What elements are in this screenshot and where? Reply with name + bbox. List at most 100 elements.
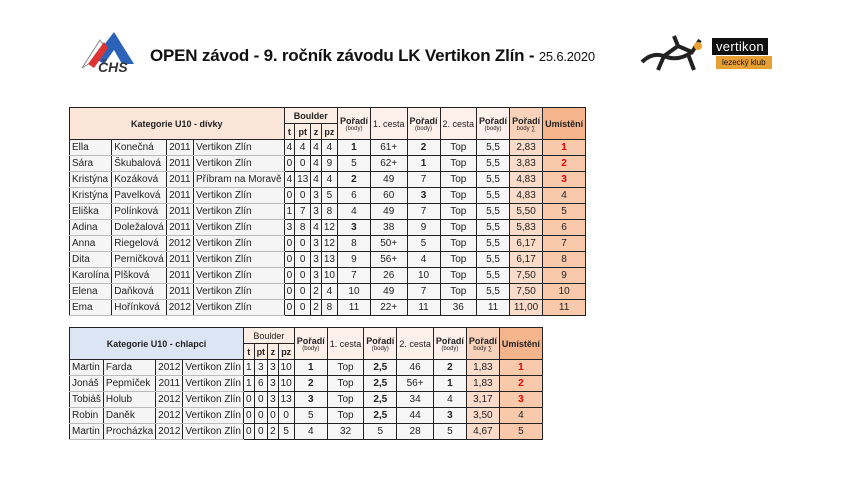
total-points-cell: 3,17 bbox=[465, 391, 500, 408]
boulder-rank-cell: 7 bbox=[336, 267, 371, 284]
route2-rank-cell: 5,5 bbox=[476, 155, 511, 172]
results-table-boys: Kategorie U10 - chlapci Boulder Pořadí (bod… bbox=[69, 327, 543, 440]
route2-result-cell: 36 bbox=[439, 299, 478, 316]
boulder-z-cell: 4 bbox=[310, 139, 322, 156]
boulder-t-cell: 0 bbox=[283, 299, 296, 316]
boulder-t-cell: 0 bbox=[243, 407, 255, 424]
boulder-rank-cell: 5 bbox=[293, 407, 328, 424]
boulder-z-cell: 4 bbox=[310, 171, 322, 188]
vertikon-logo-text: vertikon bbox=[712, 38, 768, 55]
placement-cell: 3 bbox=[498, 391, 543, 408]
last-name-cell: Perničková bbox=[111, 251, 167, 268]
cesta1-header: 1. cesta bbox=[369, 107, 408, 140]
boulder-t-cell: 4 bbox=[283, 139, 296, 156]
route1-result-cell: Top bbox=[326, 391, 365, 408]
route1-rank-cell: 3 bbox=[406, 187, 441, 204]
club-cell: Vertikon Zlín bbox=[192, 203, 285, 220]
boulder-pz-cell: 5 bbox=[320, 187, 338, 204]
boulder-t-cell: 0 bbox=[283, 235, 296, 252]
placement-cell: 11 bbox=[542, 299, 587, 316]
table-row: Martin Procházka 2012 Vertikon Zlín 0 0 2 5 4 32 5… bbox=[69, 423, 543, 440]
boulder-t-header: t bbox=[283, 123, 296, 140]
last-name-cell: Pavelková bbox=[111, 187, 167, 204]
boulder-z-cell: 3 bbox=[310, 187, 322, 204]
boulder-z-header: z bbox=[267, 343, 279, 360]
table-row: Jonáš Pepmíček 2011 Vertikon Zlín 1 6 3 10 2 Top 2… bbox=[69, 375, 543, 392]
placement-cell: 4 bbox=[498, 407, 543, 424]
route2-rank-cell: 5,5 bbox=[476, 187, 511, 204]
placement-cell: 2 bbox=[542, 155, 587, 172]
boulder-z-cell: 3 bbox=[267, 375, 279, 392]
boulder-pz-cell: 8 bbox=[320, 203, 338, 220]
boulder-t-cell: 1 bbox=[243, 359, 255, 376]
first-name-cell: Martin bbox=[69, 423, 104, 440]
table-row: Elena Daňková 2011 Vertikon Zlín 0 0 2 4 10 49 7 To… bbox=[68, 283, 587, 300]
total-points-cell: 3,50 bbox=[465, 407, 500, 424]
boulder-pz-header: pz bbox=[277, 343, 295, 360]
last-name-cell: Hořínková bbox=[111, 299, 167, 316]
boulder-pz-cell: 13 bbox=[277, 391, 295, 408]
placement-cell: 4 bbox=[542, 187, 587, 204]
boulder-pt-cell: 0 bbox=[294, 251, 312, 268]
boulder-pz-cell: 13 bbox=[320, 251, 338, 268]
placement-cell: 1 bbox=[498, 359, 543, 376]
boulder-z-cell: 3 bbox=[310, 267, 322, 284]
last-name-cell: Škubalová bbox=[111, 155, 167, 172]
birth-year-cell: 2012 bbox=[165, 299, 194, 316]
results-table-girls: Kategorie U10 - dívky Boulder Pořadí (body)… bbox=[68, 107, 587, 316]
route2-result-cell: Top bbox=[439, 267, 478, 284]
route1-rank-cell: 7 bbox=[406, 203, 441, 220]
boulder-pt-cell: 0 bbox=[253, 391, 269, 408]
umisteni-header: Umístění bbox=[498, 327, 543, 360]
birth-year-cell: 2012 bbox=[155, 407, 184, 424]
page-header: ČHS OPEN závod - 9. ročník závodu LK Ver… bbox=[78, 28, 798, 78]
last-name-cell: Daňková bbox=[111, 283, 167, 300]
boulder-rank-cell: 9 bbox=[336, 251, 371, 268]
chs-logo: ČHS bbox=[81, 32, 134, 74]
route2-result-cell: Top bbox=[439, 171, 478, 188]
birth-year-cell: 2011 bbox=[165, 187, 194, 204]
route1-result-cell: 61+ bbox=[369, 139, 408, 156]
club-cell: Vertikon Zlín bbox=[192, 155, 285, 172]
table-row: Martin Farda 2012 Vertikon Zlín 1 3 3 10 1 Top 2,5… bbox=[69, 359, 543, 376]
boulder-rank-cell: 6 bbox=[336, 187, 371, 204]
boulder-rank-cell: 3 bbox=[293, 391, 328, 408]
birth-year-cell: 2012 bbox=[165, 235, 194, 252]
route2-result-cell: 46 bbox=[396, 359, 434, 376]
placement-cell: 8 bbox=[542, 251, 587, 268]
total-points-cell: 11,00 bbox=[509, 299, 544, 316]
route2-rank-cell: 4 bbox=[432, 391, 467, 408]
boulder-z-cell: 3 bbox=[267, 391, 279, 408]
boulder-z-cell: 4 bbox=[310, 155, 322, 172]
route1-rank-cell: 7 bbox=[406, 283, 441, 300]
birth-year-cell: 2011 bbox=[165, 283, 194, 300]
boulder-pz-cell: 8 bbox=[320, 299, 338, 316]
boulder-t-cell: 0 bbox=[283, 155, 296, 172]
route1-result-cell: 49 bbox=[369, 171, 408, 188]
boulder-pz-cell: 12 bbox=[320, 235, 338, 252]
route2-rank-cell: 5,5 bbox=[476, 283, 511, 300]
umisteni-header: Umístění bbox=[542, 107, 587, 140]
placement-cell: 5 bbox=[498, 423, 543, 440]
boulder-t-cell: 3 bbox=[283, 219, 296, 236]
last-name-cell: Konečná bbox=[111, 139, 167, 156]
first-name-cell: Elena bbox=[68, 283, 113, 300]
total-points-cell: 5,50 bbox=[509, 203, 544, 220]
route2-rank-cell: 11 bbox=[476, 299, 511, 316]
route1-result-cell: 26 bbox=[369, 267, 408, 284]
route1-result-cell: 62+ bbox=[369, 155, 408, 172]
boulder-rank-cell: 4 bbox=[293, 423, 328, 440]
boulder-pt-header: pt bbox=[253, 343, 269, 360]
table-row: Karolína Plšková 2011 Vertikon Zlín 0 0 3 10 7 26… bbox=[68, 267, 587, 284]
boulder-pz-header: pz bbox=[320, 123, 338, 140]
first-name-cell: Tobiáš bbox=[69, 391, 104, 408]
first-name-cell: Jonáš bbox=[69, 375, 104, 392]
route2-rank-cell: 5,5 bbox=[476, 251, 511, 268]
route1-rank-cell: 2,5 bbox=[363, 359, 398, 376]
table-row: Kristýna Kozáková 2011 Příbram na Moravě 4 13… bbox=[68, 171, 587, 188]
route2-rank-cell: 3 bbox=[432, 407, 467, 424]
total-points-cell: 7,50 bbox=[509, 283, 544, 300]
route2-result-cell: 34 bbox=[396, 391, 434, 408]
route1-rank-cell: 2,5 bbox=[363, 407, 398, 424]
club-cell: Příbram na Moravě bbox=[192, 171, 285, 188]
